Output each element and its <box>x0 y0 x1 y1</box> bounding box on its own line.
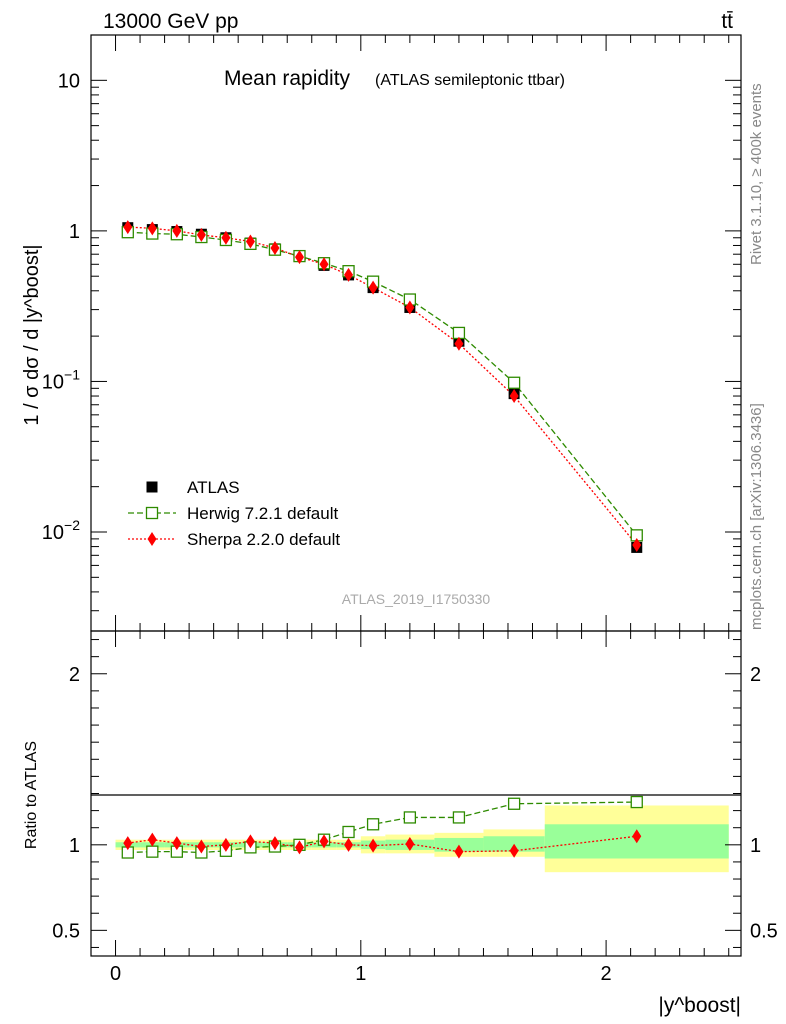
sherpa-point <box>270 240 280 255</box>
x-tick-label: 2 <box>601 963 612 985</box>
herwig-ratio-point <box>342 825 355 839</box>
sherpa-ratio-point <box>196 839 206 854</box>
sherpa-ratio-point <box>368 838 378 853</box>
header-process-label: tt̄ <box>721 10 733 33</box>
sherpa-point <box>245 234 255 249</box>
sherpa-ratio-point <box>270 836 280 851</box>
sherpa-ratio-point <box>172 836 182 851</box>
mcplots-label: mcplots.cern.ch [arXiv:1306.3436] <box>748 403 765 630</box>
legend-herwig-marker <box>145 506 159 520</box>
herwig-ratio-point <box>630 795 643 809</box>
sherpa-point <box>196 227 206 242</box>
main-y-axis-label: 1 / σ dσ / d |y^boost| <box>21 244 43 425</box>
sherpa-point <box>123 220 133 235</box>
x-tick-label: 0 <box>110 963 121 985</box>
sherpa-point <box>319 257 329 272</box>
legend-label-atlas: ATLAS <box>187 478 240 497</box>
herwig-ratio-point <box>507 797 521 810</box>
legend-label-sherpa: Sherpa 2.2.0 default <box>187 530 340 549</box>
legend-sherpa-marker <box>147 532 157 546</box>
sherpa-ratio-point <box>319 834 329 849</box>
rivet-version-label: Rivet 3.1.10, ≥ 400k events <box>748 83 765 265</box>
legend-atlas-marker <box>146 481 158 493</box>
main-subtitle: (ATLAS semileptonic ttbar) <box>375 72 565 89</box>
y-tick-label: 2 <box>69 664 80 686</box>
sherpa-point <box>368 280 378 295</box>
y-tick-label: 10−1 <box>42 366 80 393</box>
legend: ATLAS Herwig 7.2.1 default Sherpa 2.2.0 de… <box>128 478 340 549</box>
herwig-ratio-point <box>146 845 159 858</box>
y-tick-label-right: 0.5 <box>750 920 778 942</box>
sherpa-ratio-point <box>632 829 642 844</box>
header-energy-label: 13000 GeV pp <box>103 10 238 33</box>
sherpa-point <box>221 230 231 245</box>
ratio-y-axis-label: Ratio to ATLAS <box>23 741 40 849</box>
herwig-ratio-point <box>452 811 466 824</box>
x-tick-label: 1 <box>355 963 366 985</box>
sherpa-ratio-point <box>454 844 464 859</box>
x-axis-label: |y^boost| <box>658 994 741 1017</box>
main-series <box>121 220 643 553</box>
sherpa-ratio-point <box>147 832 157 847</box>
y-tick-label-right: 2 <box>750 664 761 686</box>
ratio-axis-ticks: 0 1 2 0.5 0.5 1 1 2 2 <box>52 631 778 985</box>
herwig-ratio-point <box>403 811 417 824</box>
sherpa-ratio-point <box>405 836 415 851</box>
sherpa-point <box>454 336 464 351</box>
analysis-id-label: ATLAS_2019_I1750330 <box>342 591 491 607</box>
sherpa-ratio-point <box>509 843 519 858</box>
sherpa-point <box>509 389 519 404</box>
main-title: Mean rapidity <box>224 67 351 90</box>
main-panel: 10−2 10−1 1 10 Mean rapidity (ATLAS semilep… <box>21 34 742 632</box>
sherpa-ratio-point <box>344 837 354 852</box>
sherpa-point <box>172 223 182 238</box>
y-tick-label: 1 <box>69 221 80 243</box>
ratio-series <box>121 795 643 859</box>
legend-label-herwig: Herwig 7.2.1 default <box>187 504 338 523</box>
sherpa-point <box>344 267 354 282</box>
ratio-panel: 0 1 2 0.5 0.5 1 1 2 2 Ratio to ATLAS |y^boost| <box>23 630 778 1017</box>
sherpa-line <box>127 226 638 546</box>
y-tick-label: 0.5 <box>52 920 80 942</box>
ratio-plot-frame <box>90 630 742 957</box>
sherpa-point <box>294 250 304 265</box>
sherpa-ratio-point <box>123 836 133 851</box>
sherpa-point <box>147 221 157 236</box>
sherpa-ratio-point <box>221 837 231 852</box>
sherpa-point <box>632 537 642 552</box>
y-tick-label: 1 <box>69 835 80 857</box>
y-tick-label-right: 1 <box>750 835 761 857</box>
sherpa-point <box>405 300 415 315</box>
y-tick-label: 10−2 <box>42 517 80 544</box>
sherpa-ratio-point <box>245 834 255 849</box>
herwig-point <box>507 376 521 389</box>
herwig-ratio-point <box>366 818 380 831</box>
sherpa-ratio-point <box>294 840 304 855</box>
y-tick-label: 10 <box>58 70 80 92</box>
